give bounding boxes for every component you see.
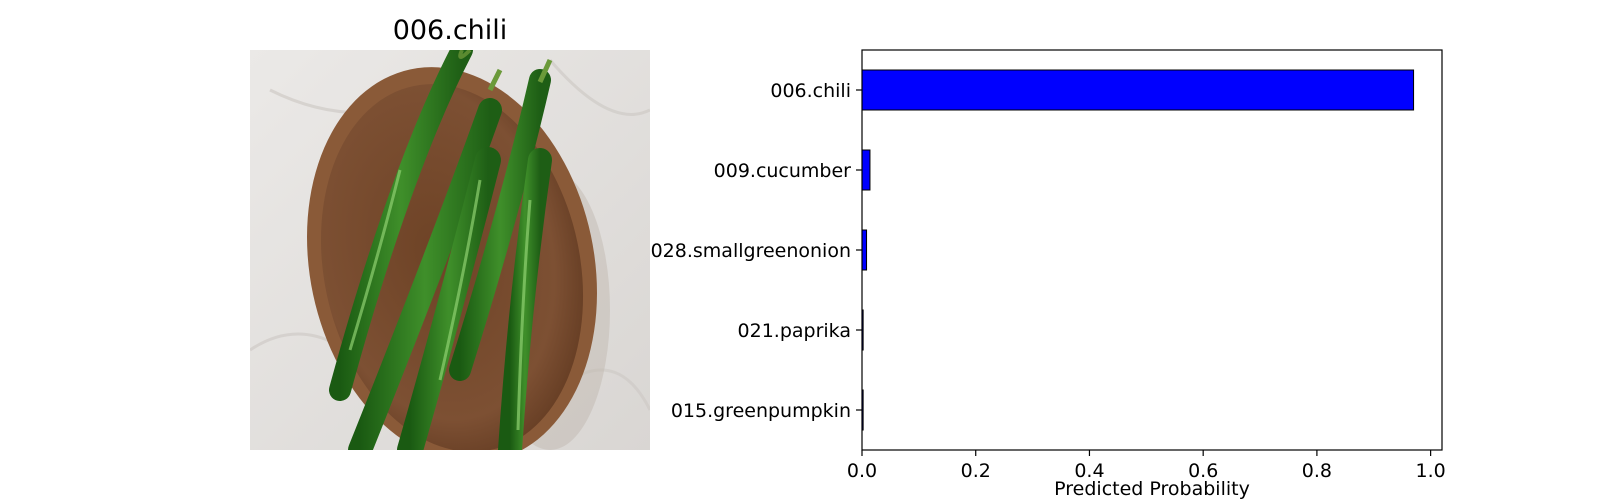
chili-photo bbox=[250, 50, 650, 450]
x-tick-label: 0.6 bbox=[1188, 460, 1218, 482]
x-tick-label: 0.2 bbox=[961, 460, 991, 482]
y-tick-label: 028.smallgreenonion bbox=[651, 240, 851, 262]
bar-028.smallgreenonion bbox=[861, 229, 868, 271]
y-tick-label: 021.paprika bbox=[738, 320, 851, 342]
bar-009.cucumber bbox=[861, 149, 871, 191]
bar-006.chili bbox=[861, 69, 1415, 111]
x-tick-label: 0.8 bbox=[1302, 460, 1332, 482]
x-tick-label: 0.0 bbox=[847, 460, 877, 482]
x-tick-label: 0.4 bbox=[1074, 460, 1104, 482]
y-tick-label: 009.cucumber bbox=[714, 160, 852, 182]
image-title: 006.chili bbox=[392, 15, 508, 46]
y-tick-label: 006.chili bbox=[770, 80, 851, 102]
y-tick-label: 015.greenpumpkin bbox=[671, 400, 851, 422]
x-tick-label: 1.0 bbox=[1416, 460, 1446, 482]
x-axis-label: Predicted Probability bbox=[1054, 478, 1250, 500]
